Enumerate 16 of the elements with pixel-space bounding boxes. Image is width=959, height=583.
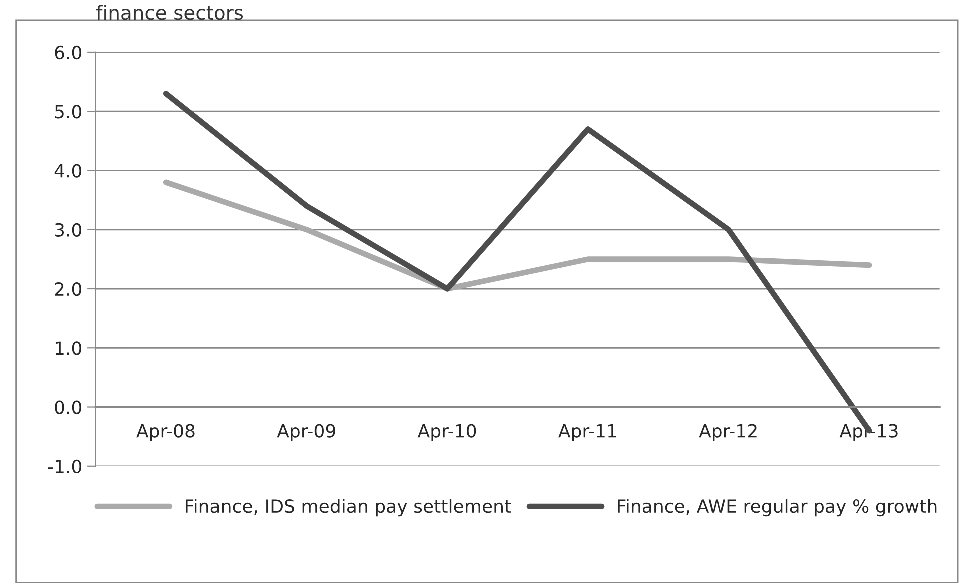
x-tick-label: Apr-08 — [136, 424, 195, 442]
x-tick-label: Apr-09 — [277, 424, 336, 442]
y-tick-label: 4.0 — [54, 164, 82, 178]
y-tick-label: 6.0 — [55, 46, 82, 60]
legend-label: Finance, IDS median pay settlement — [186, 499, 512, 517]
x-tick-label: Apr-11 — [558, 424, 616, 442]
legend-label: Finance, AWE regular pay % growth — [618, 499, 937, 517]
chart-title: finance sectors — [96, 5, 244, 20]
y-tick-label: 3.0 — [55, 223, 82, 237]
y-tick-label: 1.0 — [56, 342, 82, 356]
y-tick-label: 0.0 — [55, 400, 82, 414]
y-tick-label: 5.0 — [55, 105, 82, 119]
y-tick-label: 2.0 — [55, 282, 82, 296]
x-tick-label: Apr-10 — [418, 424, 476, 442]
y-tick-label: -1.0 — [48, 460, 82, 474]
x-tick-label: Apr-12 — [699, 424, 757, 442]
